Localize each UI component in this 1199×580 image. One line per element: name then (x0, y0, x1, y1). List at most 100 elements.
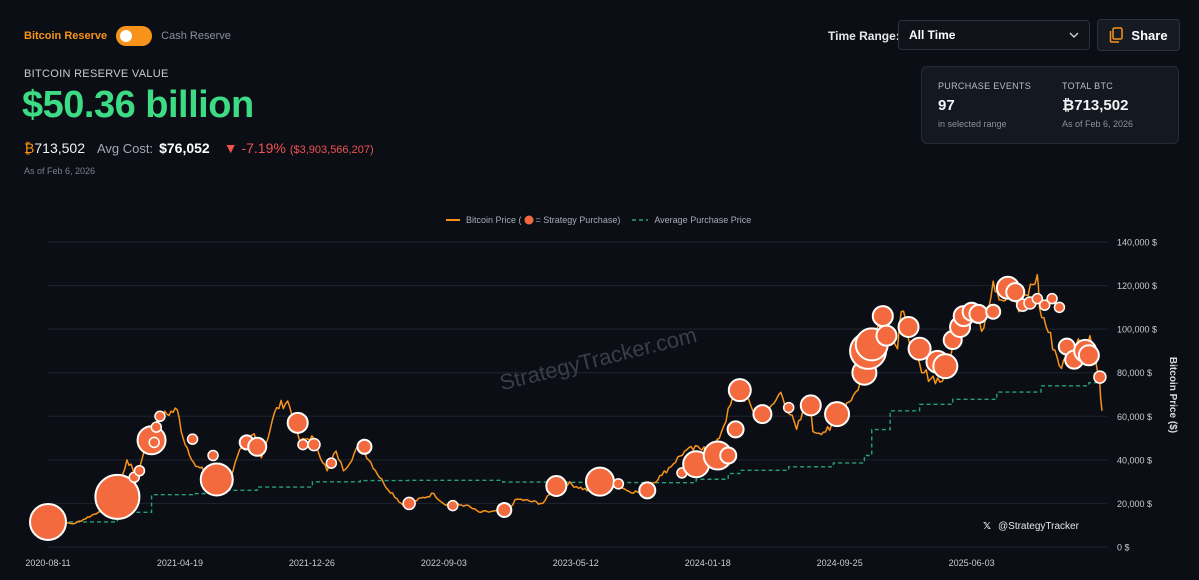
y-tick-label: 120,000 $ (1117, 281, 1157, 291)
avg-line-group (48, 381, 1103, 523)
purchase-bubble[interactable] (148, 436, 160, 449)
reserve-toggle-row: Bitcoin Reserve Cash Reserve (24, 26, 231, 46)
purchase-bubble[interactable] (719, 446, 738, 465)
bitcoin-reserve-label[interactable]: Bitcoin Reserve (24, 30, 108, 42)
purchase-bubble[interactable] (1046, 292, 1058, 305)
purchase-events-sub: in selected range (938, 119, 1007, 129)
purchase-bubble[interactable] (94, 473, 141, 520)
purchase-events-value: 97 (938, 97, 955, 114)
purchase-bubble[interactable] (985, 303, 1002, 320)
y-tick-label: 100,000 $ (1117, 325, 1157, 335)
reserve-value-label: BITCOIN RESERVE VALUE (24, 68, 169, 80)
purchase-bubble[interactable] (875, 324, 898, 347)
y-tick-label: 0 $ (1117, 543, 1130, 553)
reserve-toggle-switch[interactable] (116, 26, 153, 46)
x-logo-icon: 𝕏 (983, 521, 991, 532)
watermark-text: StrategyTracker.com (497, 322, 699, 395)
y-axis-title: Bitcoin Price ($) (1167, 357, 1178, 433)
purchase-bubble[interactable] (402, 496, 416, 511)
legend-avg-swatch (632, 219, 649, 221)
x-tick-label: 2024-01-18 (685, 558, 731, 568)
total-btc-title: TOTAL BTC (1062, 81, 1114, 91)
purchase-bubble[interactable] (154, 410, 166, 423)
y-tick-label: 60,000 $ (1117, 412, 1152, 422)
purchase-bubble[interactable] (447, 499, 459, 512)
time-range-label: Time Range: (828, 29, 900, 43)
chevron-down-icon (1069, 32, 1079, 38)
purchase-bubble[interactable] (782, 401, 795, 414)
purchase-events-block: PURCHASE EVENTS 97 in selected range (938, 81, 1031, 129)
share-label: Share (1131, 27, 1168, 43)
purchase-bubble[interactable] (325, 457, 338, 469)
avg-purchase-line (48, 381, 1103, 523)
purchase-bubble[interactable] (932, 353, 959, 380)
purchase-bubble[interactable] (638, 481, 657, 500)
purchase-bubble[interactable] (247, 436, 268, 457)
x-axis-ticks: 2020-08-11 2021-04-19 2021-12-26 2022-09-03… (25, 558, 994, 568)
reserve-value: $50.36 billion (22, 84, 254, 126)
x-handle: 𝕏 @StrategyTracker (983, 521, 1080, 532)
purchase-bubble[interactable] (612, 478, 625, 490)
x-tick-label: 2025-06-03 (949, 558, 995, 568)
x-tick-label: 2020-08-11 (25, 558, 70, 568)
reserve-stats: ₿ 713,502 Avg Cost: $76,052 ▼ -7.19% ($3… (24, 140, 374, 156)
purchase-bubble[interactable] (1077, 344, 1100, 367)
y-axis-ticks: 0 $ 20,000 $ 40,000 $ 60,000 $ 80,000 $ 100,0… (1117, 238, 1157, 553)
handle-text: @StrategyTracker (998, 521, 1080, 532)
summary-card: PURCHASE EVENTS 97 in selected range TOT… (921, 66, 1179, 144)
chart-legend: Bitcoin Price ( = Strategy Purchase) Ave… (446, 215, 751, 225)
purchase-bubble[interactable] (1093, 370, 1107, 384)
purchase-bubble[interactable] (727, 378, 752, 403)
share-button[interactable]: Share (1097, 19, 1180, 51)
purchase-bubble[interactable] (186, 433, 199, 445)
purchase-bubble[interactable] (496, 501, 513, 518)
avg-cost-label: Avg Cost: (96, 141, 154, 156)
purchase-bubble[interactable] (1053, 301, 1066, 314)
time-range-value: All Time (909, 28, 956, 42)
y-tick-label: 40,000 $ (1117, 455, 1152, 465)
x-tick-label: 2021-04-19 (157, 558, 203, 568)
y-tick-label: 20,000 $ (1117, 499, 1152, 509)
purchase-bubble[interactable] (297, 438, 309, 451)
legend-purchase-dot (524, 215, 534, 225)
legend-price-swatch (446, 219, 460, 221)
purchase-bubble[interactable] (356, 438, 373, 455)
btc-amount: 713,502 (34, 140, 85, 156)
x-tick-label: 2021-12-26 (289, 558, 335, 568)
purchase-bubble[interactable] (286, 411, 309, 434)
purchase-bubble[interactable] (897, 315, 920, 338)
x-tick-label: 2024-09-25 (817, 558, 863, 568)
change-percent: ▼ -7.19% (223, 140, 286, 156)
cash-reserve-label[interactable]: Cash Reserve (161, 30, 231, 42)
purchase-bubble[interactable] (207, 449, 219, 462)
purchase-bubble[interactable] (752, 404, 773, 425)
purchase-bubble[interactable] (871, 305, 894, 328)
purchase-bubble[interactable] (1038, 299, 1051, 311)
purchase-bubble[interactable] (1005, 282, 1026, 303)
change-absolute: ($3,903,566,207) (289, 144, 374, 156)
purchase-bubble[interactable] (907, 336, 932, 361)
total-btc-value: ₿713,502 (1062, 97, 1129, 114)
avg-cost-value: $76,052 (159, 140, 210, 156)
purchase-bubble[interactable] (307, 437, 321, 452)
purchase-bubble[interactable] (726, 420, 745, 439)
y-tick-label: 80,000 $ (1117, 368, 1152, 378)
purchase-bubble[interactable] (1031, 292, 1044, 305)
purchase-bubble[interactable] (824, 401, 851, 428)
btc-symbol: ₿ (24, 140, 35, 156)
x-tick-label: 2022-09-03 (421, 558, 467, 568)
purchase-bubble[interactable] (133, 465, 146, 477)
total-btc-sub: As of Feb 6, 2026 (1062, 119, 1134, 129)
purchase-bubble[interactable] (150, 421, 163, 433)
purchase-bubble[interactable] (199, 462, 234, 497)
purchase-bubble[interactable] (799, 394, 822, 417)
legend-price-label: Bitcoin Price ( (466, 215, 522, 225)
purchase-bubble[interactable] (545, 475, 568, 497)
time-range-select[interactable]: All Time (898, 20, 1090, 50)
total-btc-block: TOTAL BTC ₿713,502 As of Feb 6, 2026 (1062, 81, 1133, 129)
purchase-bubble[interactable] (29, 502, 67, 541)
as-of-date: As of Feb 6, 2026 (24, 166, 96, 176)
legend-purchase-label: = Strategy Purchase) (535, 215, 621, 225)
purchase-bubble[interactable] (968, 303, 989, 324)
purchase-bubble[interactable] (584, 466, 615, 497)
